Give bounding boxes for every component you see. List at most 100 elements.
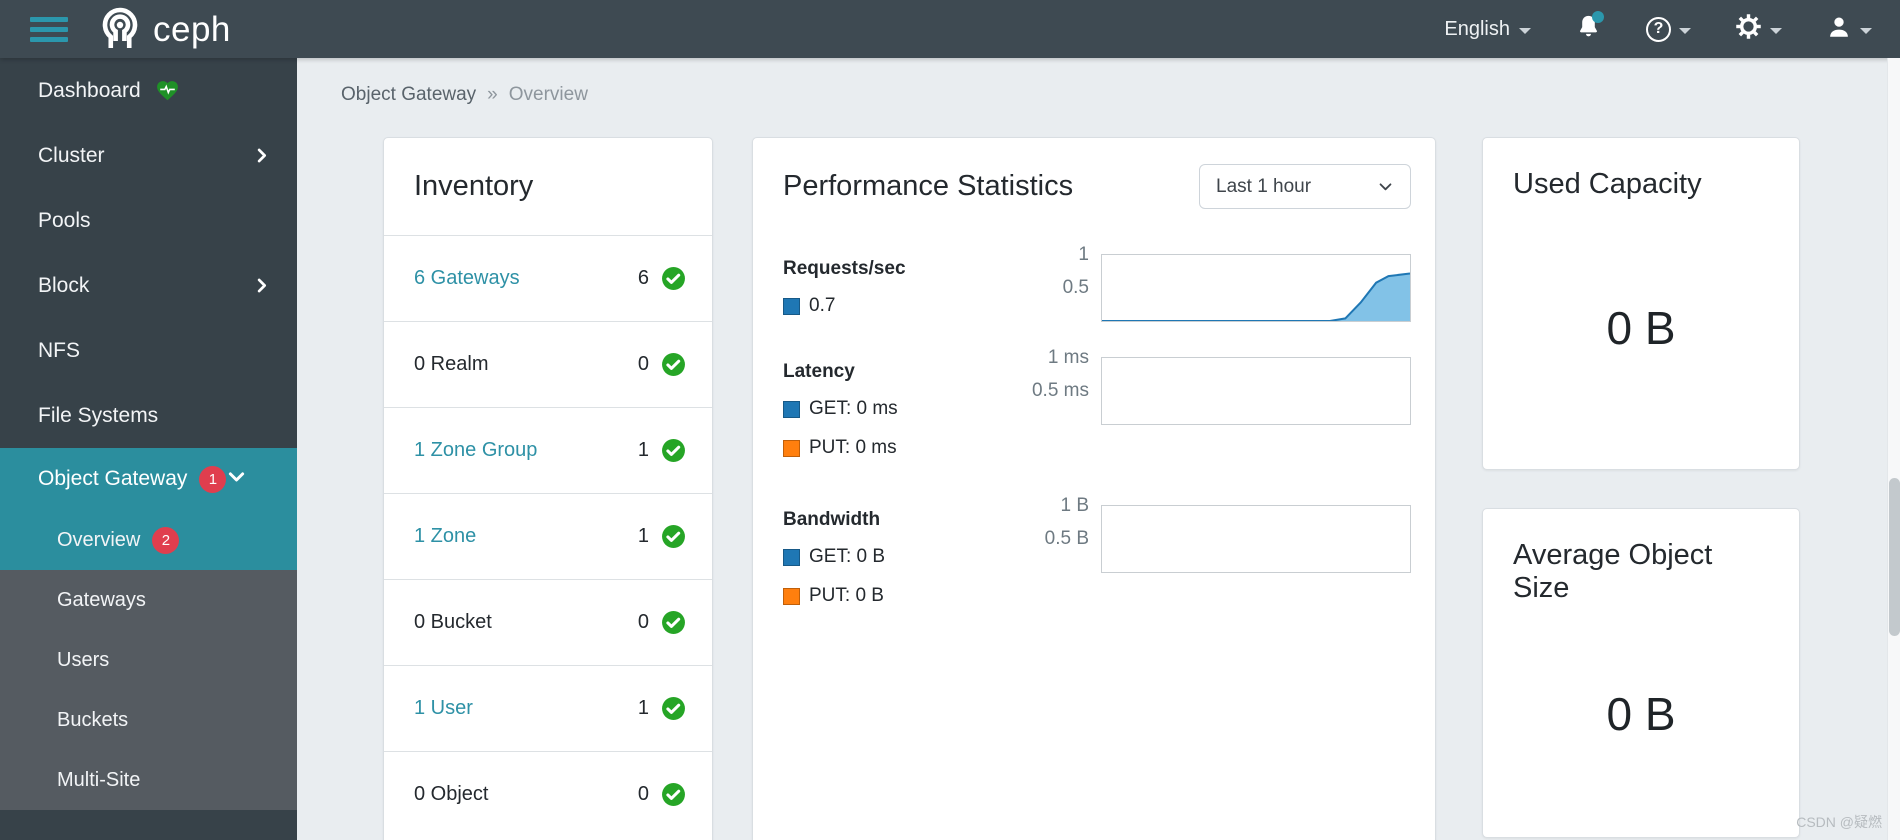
sidebar-item-label: File Systems: [38, 403, 159, 427]
inventory-link-zone[interactable]: 1 Zone: [414, 525, 477, 547]
sidebar-item-gateways[interactable]: Gateways: [0, 570, 297, 630]
legend-text: 0.7: [809, 295, 836, 316]
sidebar-item-dashboard[interactable]: Dashboard: [0, 58, 297, 123]
main-content: Object Gateway » Overview Inventory 6 Ga…: [297, 58, 1900, 840]
chevron-down-icon: [1679, 27, 1691, 34]
sidebar-item-overview[interactable]: Overview 2: [0, 510, 297, 570]
legend-item: PUT: 0 ms: [783, 435, 1013, 461]
used-capacity-title: Used Capacity: [1513, 168, 1702, 200]
axis-tick: 1: [1078, 244, 1089, 265]
inventory-row: 6 Gateways 6: [384, 235, 712, 321]
check-circle-icon: [662, 353, 685, 376]
check-circle-icon: [662, 783, 685, 806]
top-navbar: ceph English ?: [0, 0, 1900, 58]
legend-item: 0.7: [783, 293, 1013, 319]
chevron-down-icon: [1379, 183, 1392, 191]
language-label: English: [1444, 17, 1510, 40]
breadcrumb-page: Overview: [508, 84, 588, 105]
status-badge: 2: [152, 526, 180, 554]
vertical-scrollbar: [1887, 58, 1900, 840]
hamburger-icon[interactable]: [30, 12, 68, 47]
chevron-down-icon: [1770, 27, 1782, 34]
scrollbar-thumb[interactable]: [1889, 478, 1900, 636]
average-object-size-card: Average Object Size 0 B: [1482, 508, 1800, 838]
bandwidth-axis: 1 B 0.5 B: [1013, 495, 1101, 573]
legend-text: PUT: 0 ms: [809, 437, 897, 458]
legend-text: PUT: 0 B: [809, 585, 884, 606]
sidebar-item-pools[interactable]: Pools: [0, 188, 297, 253]
settings-dropdown[interactable]: [1735, 13, 1782, 45]
inventory-count: 0: [637, 353, 649, 375]
legend-swatch-blue: [783, 400, 800, 418]
sidebar-item-label: Multi-Site: [57, 768, 141, 791]
sidebar-item-label: Pools: [38, 208, 91, 232]
average-object-size-title: Average Object Size: [1513, 539, 1713, 604]
check-circle-icon: [662, 439, 685, 462]
axis-tick: 0.5 B: [1044, 528, 1089, 549]
used-capacity-card: Used Capacity 0 B: [1482, 137, 1800, 470]
requests-chart: [1101, 254, 1411, 322]
inventory-card: Inventory 6 Gateways 6 0 Realm 0 1 Zone …: [383, 137, 713, 840]
sidebar-item-object-gateway[interactable]: Object Gateway 1: [0, 448, 297, 510]
legend-item: GET: 0 B: [783, 544, 1013, 570]
gear-icon: [1735, 13, 1762, 45]
chevron-down-icon: [1860, 27, 1872, 34]
status-badge: 1: [199, 465, 227, 493]
time-range-select[interactable]: Last 1 hour: [1199, 164, 1411, 209]
brand-text: ceph: [153, 9, 231, 49]
help-icon: ?: [1646, 16, 1671, 42]
ceph-logo-icon: [94, 2, 146, 57]
inventory-row: 0 Bucket 0: [384, 579, 712, 665]
breadcrumb-separator: »: [487, 84, 498, 105]
inventory-link-gateways[interactable]: 6 Gateways: [414, 267, 520, 289]
performance-card: Performance Statistics Last 1 hour Reque…: [752, 137, 1436, 840]
language-dropdown[interactable]: English: [1444, 18, 1531, 41]
help-dropdown[interactable]: ?: [1646, 16, 1691, 42]
sidebar-item-buckets[interactable]: Buckets: [0, 690, 297, 750]
axis-tick: 0.5 ms: [1031, 380, 1089, 401]
latency-axis: 1 ms 0.5 ms: [1013, 347, 1101, 425]
sidebar-item-label: Users: [57, 648, 110, 671]
ceph-brand[interactable]: ceph: [94, 2, 231, 57]
inventory-link-zone-group[interactable]: 1 Zone Group: [414, 439, 538, 461]
user-icon: [1826, 14, 1852, 45]
inventory-count: 0: [637, 611, 649, 633]
inventory-link-user[interactable]: 1 User: [414, 697, 473, 719]
inventory-label-object: 0 Object: [414, 783, 489, 805]
object-gateway-submenu: Overview 2 Gateways Users Buckets Multi-…: [0, 510, 297, 810]
legend-swatch-orange: [783, 439, 800, 457]
inventory-count: 0: [637, 783, 649, 805]
inventory-row: 1 User 1: [384, 665, 712, 751]
inventory-count: 1: [637, 525, 649, 547]
inventory-row: 1 Zone Group 1: [384, 407, 712, 493]
axis-tick: 0.5: [1062, 277, 1089, 298]
axis-tick: 1 ms: [1047, 347, 1089, 368]
sidebar-item-multi-site[interactable]: Multi-Site: [0, 750, 297, 810]
sidebar-item-users[interactable]: Users: [0, 630, 297, 690]
sidebar-item-block[interactable]: Block: [0, 253, 297, 318]
user-dropdown[interactable]: [1826, 14, 1872, 45]
legend-text: GET: 0 B: [809, 546, 886, 567]
sidebar-item-label: Block: [38, 273, 90, 297]
latency-label: Latency: [783, 361, 855, 382]
inventory-count: 1: [637, 439, 649, 461]
sidebar-item-cluster[interactable]: Cluster: [0, 123, 297, 188]
notifications-button[interactable]: [1575, 11, 1604, 45]
inventory-count: 6: [637, 267, 649, 289]
notification-dot: [1592, 11, 1604, 23]
time-range-value: Last 1 hour: [1216, 175, 1312, 197]
sidebar-item-label: Buckets: [57, 708, 129, 731]
check-circle-icon: [662, 267, 685, 290]
sidebar-nav: Dashboard Cluster Pools Block NFS File S…: [0, 58, 297, 840]
chevron-down-icon: [226, 466, 247, 493]
bell-icon: [1575, 11, 1604, 45]
requests-axis: 1 0.5: [1013, 244, 1101, 322]
sidebar-item-label: Dashboard: [38, 78, 141, 102]
inventory-label-bucket: 0 Bucket: [414, 611, 492, 633]
sidebar-item-file-systems[interactable]: File Systems: [0, 383, 297, 448]
sidebar-item-nfs[interactable]: NFS: [0, 318, 297, 383]
sidebar-item-label: Overview: [57, 528, 141, 551]
legend-text: GET: 0 ms: [809, 398, 898, 419]
sidebar-item-label: Gateways: [57, 588, 146, 611]
legend-swatch-blue: [783, 548, 800, 566]
